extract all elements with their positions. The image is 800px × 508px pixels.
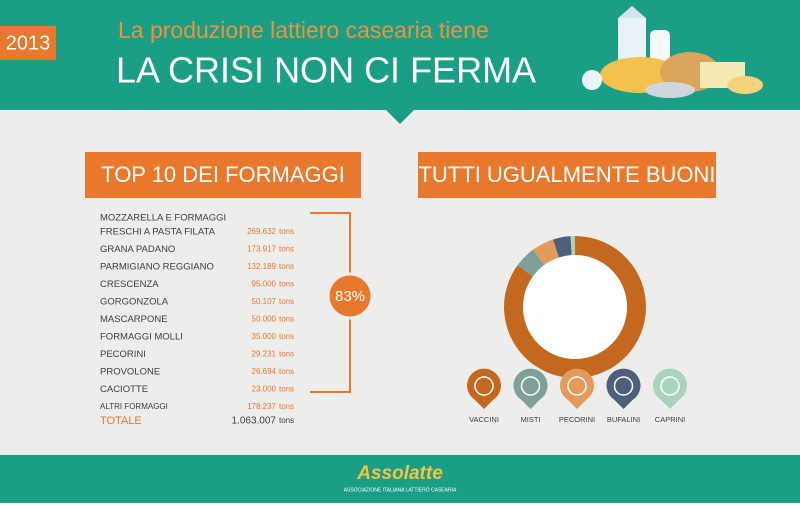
legend-icon <box>520 376 541 396</box>
legend-label: CAPRINI <box>655 415 685 424</box>
year: 2013 <box>6 32 51 54</box>
share-badge <box>326 272 374 320</box>
row-value: 132.189 <box>247 262 276 271</box>
row-value: 23.000 <box>252 385 277 394</box>
donut-segment <box>517 249 545 277</box>
legend-icon <box>474 376 494 396</box>
row-value: 178.237 <box>247 402 276 411</box>
legend-label: BUFALINI <box>607 415 640 424</box>
legend-marker <box>513 368 548 409</box>
row-unit: tons <box>279 262 294 271</box>
total-name: TOTALE <box>100 415 142 427</box>
legend-label: MISTI <box>521 415 541 424</box>
row-name: CACIOTTE <box>100 384 148 395</box>
legend-icon <box>567 376 587 396</box>
row-name: PARMIGIANO REGGIANO <box>100 262 214 273</box>
row-value: 269.632 <box>247 227 276 236</box>
row-value: 50.000 <box>252 315 277 324</box>
table-banner <box>85 152 361 198</box>
row-value: 26.694 <box>252 367 277 376</box>
donut-hole <box>523 255 627 359</box>
row-name: MOZZARELLA E FORMAGGI <box>100 213 226 224</box>
row-value: 95.000 <box>252 280 277 289</box>
row-unit: tons <box>279 227 294 236</box>
row-unit: tons <box>279 385 294 394</box>
share: 83% <box>335 288 365 305</box>
legend-label: PECORINI <box>559 415 595 424</box>
row-name: FRESCHI A PASTA FILATA <box>100 227 216 238</box>
row-name: PECORINI <box>100 349 146 360</box>
table-title: TOP 10 DEI FORMAGGI <box>101 162 345 187</box>
row-unit: tons <box>279 367 294 376</box>
row-name: FORMAGGI MOLLI <box>100 332 183 343</box>
footer-tagline: ASSOCIAZIONE ITALIANA LATTIERO CASEARIA <box>344 487 457 493</box>
row-unit: tons <box>279 297 294 306</box>
chart-banner <box>418 152 716 198</box>
row-name: MASCARPONE <box>100 314 168 325</box>
donut-segment <box>533 239 559 265</box>
subtitle: La produzione lattiero casearia tiene <box>118 17 489 43</box>
year-badge <box>0 26 56 60</box>
row-name: ALTRI FORMAGGI <box>100 402 168 411</box>
total-value: 1.063.007 <box>232 416 277 427</box>
row-name: GORGONZOLA <box>100 297 169 308</box>
footer-logo: Assolatte <box>356 463 443 484</box>
legend-marker <box>653 368 687 409</box>
row-name: CRESCENZA <box>100 279 159 290</box>
donut-segment <box>570 236 575 256</box>
dairy-illustration <box>582 6 763 98</box>
row-unit: tons <box>279 315 294 324</box>
row-value: 173.917 <box>247 245 276 254</box>
chart-title: TUTTI UGUALMENTE BUONI <box>418 162 715 187</box>
row-value: 29.231 <box>252 350 277 359</box>
row-unit: tons <box>279 332 294 341</box>
legend-label: VACCINI <box>469 415 499 424</box>
legend-icon <box>613 376 634 396</box>
legend-marker <box>560 368 595 409</box>
legend-marker <box>606 368 641 409</box>
legend-icon <box>660 376 680 396</box>
row-unit: tons <box>279 350 294 359</box>
row-name: PROVOLONE <box>100 367 160 378</box>
donut-segment <box>553 236 572 258</box>
footer-band <box>0 455 800 503</box>
row-unit: tons <box>279 402 294 411</box>
row-value: 35.000 <box>252 332 277 341</box>
legend-marker <box>467 368 501 409</box>
total-unit: tons <box>279 416 294 425</box>
row-value: 50.107 <box>252 297 277 306</box>
header-pointer <box>386 110 414 124</box>
row-unit: tons <box>279 245 294 254</box>
row-unit: tons <box>279 280 294 289</box>
title: LA CRISI NON CI FERMA <box>116 50 536 91</box>
row-name: GRANA PADANO <box>100 244 175 255</box>
